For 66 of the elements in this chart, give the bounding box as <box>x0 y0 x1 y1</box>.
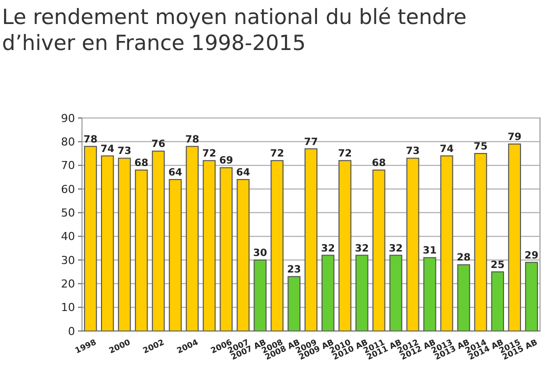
bar <box>355 254 368 332</box>
bar <box>406 158 420 332</box>
bar <box>440 155 454 332</box>
data-label: 25 <box>490 260 505 271</box>
y-tick-label: 10 <box>61 301 75 314</box>
bar <box>338 160 352 332</box>
bar <box>101 155 114 332</box>
bar <box>474 153 488 332</box>
data-label: 31 <box>422 246 437 257</box>
bar <box>389 254 402 332</box>
bar <box>372 170 386 332</box>
data-label: 73 <box>406 146 420 158</box>
data-label: 30 <box>253 248 268 259</box>
bar <box>304 148 318 332</box>
bar <box>84 146 97 332</box>
data-label: 29 <box>524 250 539 262</box>
data-label: 69 <box>219 156 234 167</box>
bar <box>220 167 233 332</box>
data-label: 68 <box>134 158 148 170</box>
chart-title: Le rendement moyen national du blé tendre d’hiver en France 1998-2015 <box>2 5 467 55</box>
y-tick-label: 30 <box>61 254 75 267</box>
bar <box>491 271 504 332</box>
bar <box>525 262 538 332</box>
bar <box>508 144 521 332</box>
data-label: 79 <box>508 132 522 144</box>
bar <box>254 260 267 332</box>
data-label: 72 <box>202 148 216 160</box>
data-label: 77 <box>304 136 318 148</box>
data-label: 32 <box>321 243 335 254</box>
data-label: 32 <box>388 243 403 254</box>
data-label: 78 <box>84 134 98 146</box>
data-label: 72 <box>338 148 352 160</box>
y-tick-label: 50 <box>61 206 75 220</box>
y-tick-label: 90 <box>61 112 75 125</box>
y-tick-label: 0 <box>68 324 75 338</box>
bar <box>202 160 216 332</box>
data-label: 74 <box>440 144 454 155</box>
y-tick-label: 60 <box>61 182 75 196</box>
bar <box>134 170 148 332</box>
y-tick-label: 80 <box>61 136 75 149</box>
data-label: 23 <box>287 264 302 276</box>
y-tick-label: 70 <box>61 159 75 172</box>
data-label: 68 <box>372 158 386 170</box>
y-tick-label: 40 <box>61 230 75 244</box>
bar <box>457 264 470 332</box>
data-label: 73 <box>117 146 132 158</box>
data-label: 76 <box>151 139 166 150</box>
bar <box>288 276 300 332</box>
data-label: 75 <box>474 142 488 152</box>
data-label: 64 <box>236 168 250 179</box>
data-label: 28 <box>456 252 471 264</box>
data-label: 78 <box>185 134 200 146</box>
bar <box>168 179 182 332</box>
bar <box>423 257 436 332</box>
bar <box>152 150 165 332</box>
bar <box>236 179 250 332</box>
data-label: 64 <box>168 168 182 179</box>
bar <box>322 254 334 332</box>
y-tick-label: 20 <box>61 278 75 291</box>
data-label: 74 <box>100 144 114 155</box>
data-label: 72 <box>270 148 284 160</box>
bar <box>186 146 199 332</box>
x-tick-label: 1998 <box>74 338 98 356</box>
bar <box>270 160 284 332</box>
bar <box>118 158 131 332</box>
data-label: 32 <box>354 243 369 254</box>
